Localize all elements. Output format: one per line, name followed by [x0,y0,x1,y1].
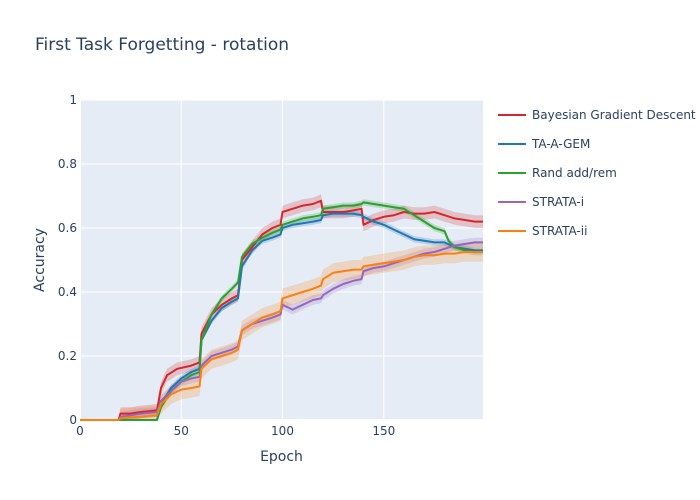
y-tick-label: 0 [69,413,77,427]
legend-label: Rand add/rem [532,166,617,180]
y-tick-label: 0.6 [58,221,77,235]
legend-label: STRATA-ii [532,224,587,238]
legend-label: TA-A-GEM [531,137,590,151]
series-band [80,242,483,420]
axis-ticks: 0 50 100 150 0 0.2 0.4 0.6 0.8 1 [58,93,395,438]
legend: Bayesian Gradient Descent TA-A-GEM Rand ad… [498,108,696,238]
legend-label: Bayesian Gradient Descent [532,108,696,122]
series-lines [80,199,483,421]
y-tick-label: 0.4 [58,285,77,299]
y-tick-label: 0.2 [58,349,77,363]
y-axis-title: Accuracy [32,228,48,292]
series-band [80,194,483,420]
plot-area [80,100,483,420]
x-tick-label: 0 [76,424,84,438]
x-axis-title: Epoch [260,449,303,465]
chart-title: First Task Forgetting - rotation [35,35,289,55]
y-tick-label: 0.8 [58,157,77,171]
x-tick-label: 50 [174,424,189,438]
confidence-bands [80,194,483,420]
x-tick-label: 150 [372,424,395,438]
series-line [80,251,483,421]
x-tick-label: 100 [271,424,294,438]
y-tick-label: 1 [69,93,77,107]
series-line [80,201,483,421]
legend-label: STRATA-i [532,195,584,209]
